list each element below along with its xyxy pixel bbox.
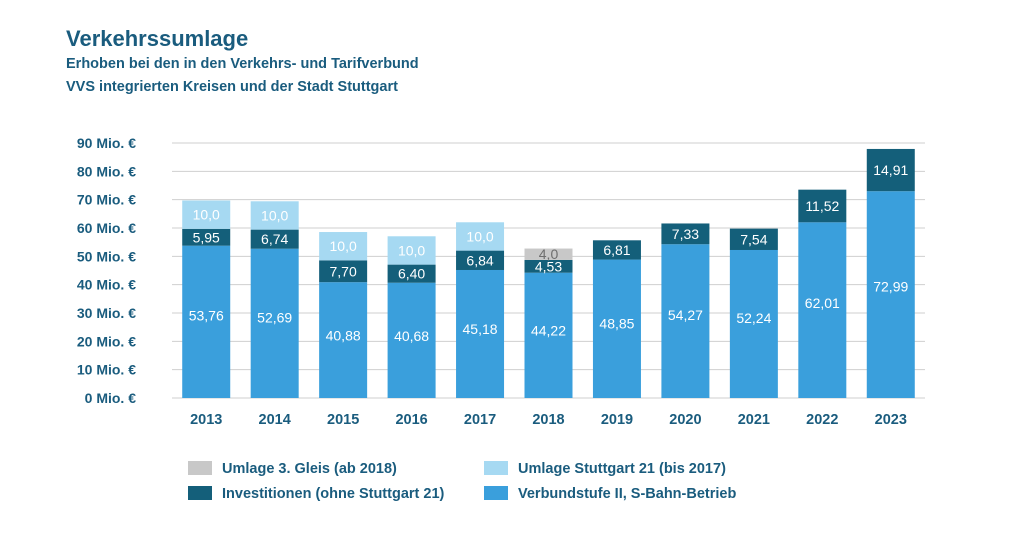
- data-label: 4,0: [539, 246, 559, 262]
- bar-segment: [182, 228, 231, 246]
- bar-segment: [387, 236, 436, 265]
- bar-segment: [319, 232, 368, 261]
- bar-segment: [319, 282, 368, 398]
- bar-segment: [798, 222, 847, 398]
- bar-segment: [524, 248, 573, 260]
- bar-segment: [866, 148, 915, 192]
- x-tick-label: 2014: [259, 412, 291, 428]
- data-label: 11,52: [805, 198, 839, 214]
- x-tick-label: 2019: [601, 412, 633, 428]
- bar-segment: [250, 248, 299, 398]
- y-tick-label: 50 Mio. €: [77, 248, 136, 264]
- y-tick-label: 20 Mio. €: [77, 333, 136, 349]
- y-tick-label: 80 Mio. €: [77, 163, 136, 179]
- data-label: 7,33: [672, 226, 699, 242]
- y-tick-label: 0 Mio. €: [85, 390, 137, 406]
- data-label: 48,85: [599, 315, 634, 331]
- y-tick-label: 40 Mio. €: [77, 277, 136, 293]
- data-label: 52,69: [257, 309, 292, 325]
- bar-segment: [729, 249, 778, 398]
- y-tick-label: 60 Mio. €: [77, 220, 136, 236]
- data-label: 45,18: [463, 321, 498, 337]
- x-tick-label: 2021: [738, 412, 770, 428]
- data-label: 4,53: [535, 258, 562, 274]
- bar-segment: [456, 269, 505, 398]
- data-label: 7,70: [330, 263, 357, 279]
- bar-segment: [524, 259, 573, 273]
- bar-segment: [729, 228, 778, 250]
- x-tick-label: 2013: [190, 412, 222, 428]
- bar-segment: [319, 260, 368, 283]
- data-label: 52,24: [736, 310, 771, 326]
- data-label: 6,84: [466, 252, 493, 268]
- legend-swatch: [188, 486, 212, 500]
- bar-segment: [387, 264, 436, 283]
- bar-segment: [661, 223, 710, 245]
- data-label: 14,91: [873, 162, 908, 178]
- legend-swatch: [188, 461, 212, 475]
- legend-label: Umlage 3. Gleis (ab 2018): [222, 461, 397, 477]
- bar-segment: [592, 240, 641, 260]
- y-tick-label: 10 Mio. €: [77, 362, 136, 378]
- data-label: 10,0: [193, 207, 220, 223]
- data-label: 62,01: [805, 295, 840, 311]
- bar-segment: [182, 200, 231, 229]
- data-label: 72,99: [873, 278, 908, 294]
- bar-segment: [661, 244, 710, 398]
- data-label: 40,68: [394, 328, 429, 344]
- legend-label: Investitionen (ohne Stuttgart 21): [222, 486, 445, 502]
- chart-subtitle-line-2: VVS integrierten Kreisen und der Stadt S…: [66, 79, 398, 95]
- x-tick-label: 2020: [669, 412, 701, 428]
- data-label: 40,88: [326, 327, 361, 343]
- bar-segment: [250, 201, 299, 230]
- bar-segment: [866, 191, 915, 398]
- data-label: 53,76: [189, 308, 224, 324]
- data-label: 5,95: [193, 229, 220, 245]
- x-tick-label: 2015: [327, 412, 359, 428]
- data-label: 6,40: [398, 266, 425, 282]
- chart-title: Verkehrssumlage: [66, 26, 249, 51]
- data-label: 7,54: [740, 231, 767, 247]
- legend-label: Umlage Stuttgart 21 (bis 2017): [518, 461, 726, 477]
- legend-swatch: [484, 461, 508, 475]
- data-label: 10,0: [466, 228, 493, 244]
- data-label: 10,0: [398, 242, 425, 258]
- data-label: 44,22: [531, 322, 566, 338]
- bar-segment: [798, 189, 847, 223]
- bar-segment: [456, 250, 505, 270]
- y-tick-label: 30 Mio. €: [77, 305, 136, 321]
- data-label: 54,27: [668, 307, 703, 323]
- data-label: 6,81: [603, 242, 630, 258]
- data-label: 10,0: [261, 207, 288, 223]
- chart-subtitle-line-1: Erhoben bei den in den Verkehrs- und Tar…: [66, 56, 419, 72]
- y-tick-label: 90 Mio. €: [77, 135, 136, 151]
- legend-swatch: [484, 486, 508, 500]
- x-tick-label: 2016: [395, 412, 427, 428]
- y-tick-label: 70 Mio. €: [77, 192, 136, 208]
- bar-segment: [250, 229, 299, 249]
- bar-segment: [456, 222, 505, 251]
- data-label: 10,0: [330, 238, 357, 254]
- x-tick-label: 2022: [806, 412, 838, 428]
- x-tick-label: 2018: [532, 412, 564, 428]
- x-tick-label: 2017: [464, 412, 496, 428]
- bar-segment: [387, 282, 436, 398]
- data-label: 6,74: [261, 231, 288, 247]
- bar-segment: [182, 245, 231, 398]
- x-tick-label: 2023: [875, 412, 907, 428]
- bar-segment: [524, 272, 573, 398]
- legend-label: Verbundstufe II, S-Bahn-Betrieb: [518, 486, 736, 502]
- bar-segment: [592, 259, 641, 398]
